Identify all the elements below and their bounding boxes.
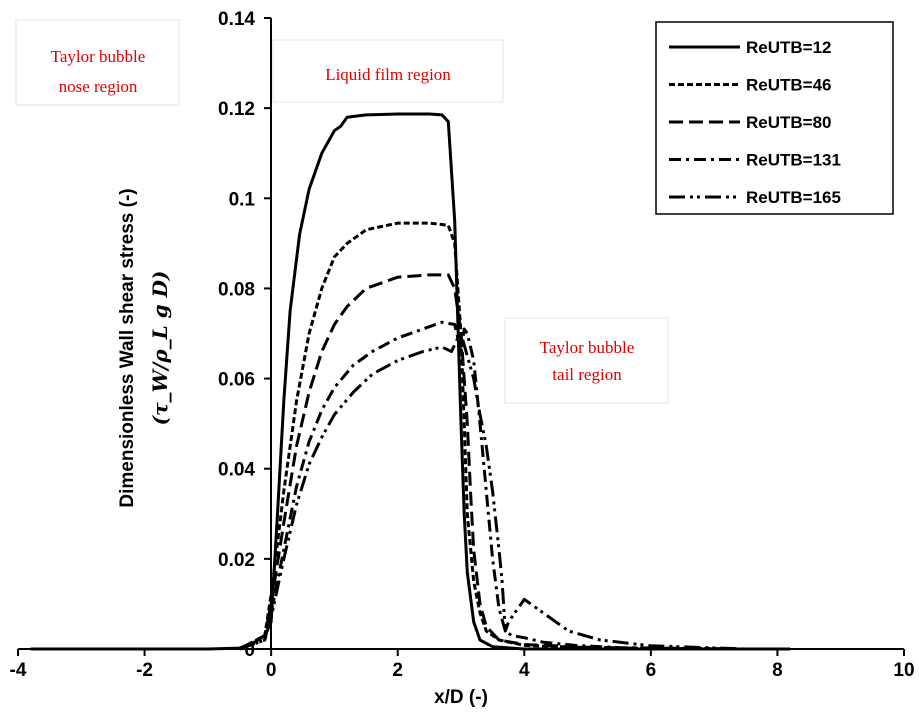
x-tick-label: -2	[136, 660, 153, 681]
annotation-tail-line-2: tail region	[552, 365, 622, 384]
legend-label-3: ReUTB=80	[746, 113, 832, 132]
annotation-nose-region: Taylor bubble nose region	[15, 19, 180, 106]
x-tick-label: 8	[772, 660, 783, 681]
x-tick-label: 6	[646, 660, 657, 681]
annotation-film-line-1: Liquid film region	[325, 65, 451, 84]
x-tick-label: -4	[10, 660, 27, 681]
legend-label-2: ReUTB=46	[746, 76, 832, 95]
tick-layer: -4 -2 0 2 4 6 8 10 0 0.02 0.04 0.06 0.08 0.1 0.12 0.14	[10, 9, 915, 681]
series-line-3	[238, 273, 746, 651]
y-tick-label: 0.02	[218, 550, 255, 571]
annotation-nose-line-2: nose region	[59, 77, 138, 96]
legend: ReUTB=12 ReUTB=46 ReUTB=80 ReUTB=131 ReUTB=1…	[655, 21, 894, 215]
series-line-4	[238, 320, 746, 651]
y-tick-label: 0.1	[229, 189, 256, 210]
legend-items: ReUTB=12 ReUTB=46 ReUTB=80 ReUTB=131 ReUTB=1…	[669, 38, 841, 207]
series-layer	[30, 112, 791, 651]
y-tick-label: 0	[244, 640, 255, 661]
y-axis-unit-expression: (τ_W/ρ_L g D)	[148, 271, 172, 426]
legend-label-1: ReUTB=12	[746, 38, 832, 57]
annotation-liquid-film-region: Liquid film region	[272, 39, 504, 103]
annotation-nose-line-1: Taylor bubble	[51, 47, 146, 66]
legend-frame	[655, 21, 894, 215]
x-tick-label: 2	[392, 660, 403, 681]
y-tick-label: 0.06	[218, 370, 255, 391]
y-axis-title: Dimensionless Wall shear stress (-)	[117, 188, 138, 507]
legend-label-4: ReUTB=131	[746, 151, 841, 170]
x-tick-label: 4	[519, 660, 530, 681]
y-tick-label: 0.12	[218, 99, 255, 120]
series-line-5	[238, 332, 746, 651]
x-tick-label: 0	[266, 660, 277, 681]
annotation-tail-region: Taylor bubble tail region	[504, 317, 669, 404]
y-tick-label: 0.04	[218, 460, 255, 481]
y-tick-label: 0.14	[218, 9, 255, 30]
legend-label-5: ReUTB=165	[746, 188, 841, 207]
y-tick-label: 0.08	[218, 279, 255, 300]
series-line-2	[238, 221, 746, 651]
x-tick-label: 10	[893, 660, 914, 681]
annotation-tail-line-1: Taylor bubble	[540, 338, 635, 357]
x-axis-title: x/D (-)	[434, 687, 488, 708]
